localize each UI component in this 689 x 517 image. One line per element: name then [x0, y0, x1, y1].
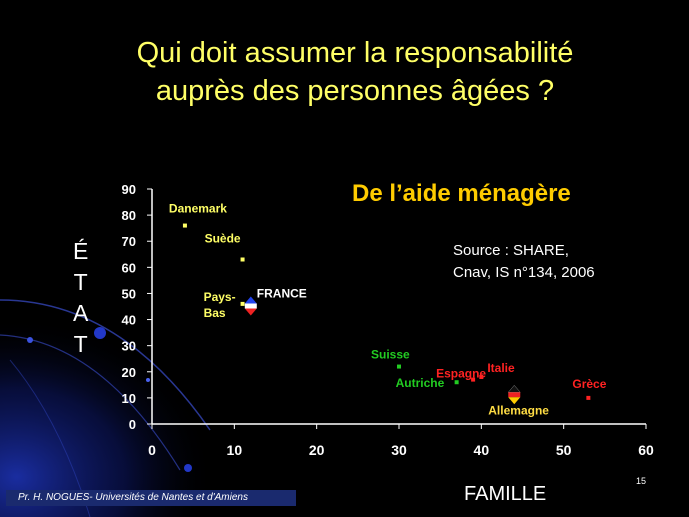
point-marker-italie	[479, 375, 484, 379]
x-tick-label: 0	[148, 442, 156, 458]
france-flag-blue	[244, 296, 257, 304]
title-line-2: auprès des personnes âgées ?	[155, 75, 555, 107]
france-flag-white	[244, 303, 257, 309]
point-marker-suisse	[397, 364, 401, 369]
point-marker-grce	[586, 395, 591, 400]
y-tick-label: 20	[122, 365, 136, 380]
y-tick-label: 50	[122, 286, 136, 301]
y-axis-label: É T A T	[73, 236, 88, 360]
y-axis-letter: T	[73, 269, 88, 295]
point-label-paysbas: Pays- Bas	[204, 290, 236, 320]
france-flag-red	[244, 308, 257, 316]
x-tick-label: 50	[556, 442, 572, 458]
point-label-autriche: Autriche	[396, 376, 445, 390]
y-axis-letter: A	[73, 300, 89, 326]
point-marker-autriche	[454, 380, 459, 385]
x-tick-label: 40	[474, 442, 490, 458]
point-label-sude: Suède	[205, 232, 241, 246]
y-axis-letter: T	[73, 331, 88, 357]
point-label-part: Bas	[204, 306, 226, 320]
y-tick-label: 70	[122, 234, 136, 249]
germany-flag-black	[507, 384, 521, 393]
source-line-2: Cnav, IS n°134, 2006	[453, 264, 595, 281]
x-tick-label: 60	[638, 442, 654, 458]
germany-flag-gold	[508, 397, 521, 405]
y-tick-label: 10	[122, 391, 136, 406]
y-tick-label: 80	[122, 208, 136, 223]
title-line-1: Qui doit assumer la responsabilité	[136, 37, 574, 69]
slide-title: Qui doit assumer la responsabilité auprè…	[60, 34, 650, 110]
page-number: 15	[636, 476, 647, 486]
point-label-suisse: Suisse	[371, 348, 410, 362]
point-marker-espagne	[471, 377, 476, 382]
point-marker-paysbas	[240, 301, 245, 306]
source-line-1: Source : SHARE,	[453, 242, 569, 259]
footer-credit: Pr. H. NOGUES- Universités de Nantes et …	[6, 490, 296, 506]
x-axis-label: FAMILLE	[464, 483, 547, 505]
x-tick-label: 20	[309, 442, 325, 458]
y-tick-label: 30	[122, 339, 136, 354]
y-tick-label: 90	[122, 182, 136, 197]
source-note: Source : SHARE, Cnav, IS n°134, 2006	[453, 240, 595, 284]
y-tick-label: 0	[129, 417, 136, 432]
point-label-espagne: Espagne	[436, 367, 486, 381]
point-label-grce: Grèce	[572, 377, 606, 391]
y-tick-label: 40	[122, 313, 136, 328]
x-tick-label: 30	[391, 442, 407, 458]
point-marker-danemark	[182, 223, 187, 228]
point-label-danemark: Danemark	[169, 202, 227, 216]
point-label-italie: Italie	[487, 361, 515, 375]
chart-subtitle: De l’aide ménagère	[352, 180, 571, 207]
point-label-allemagne: Allemagne	[488, 403, 549, 417]
point-label-part: Pays-	[204, 290, 236, 304]
y-tick-label: 60	[122, 260, 136, 275]
x-tick-label: 10	[227, 442, 243, 458]
point-label-france: FRANCE	[257, 287, 307, 301]
y-axis-letter: É	[73, 238, 89, 264]
germany-flag-red	[508, 392, 521, 398]
point-marker-sude	[240, 257, 245, 262]
